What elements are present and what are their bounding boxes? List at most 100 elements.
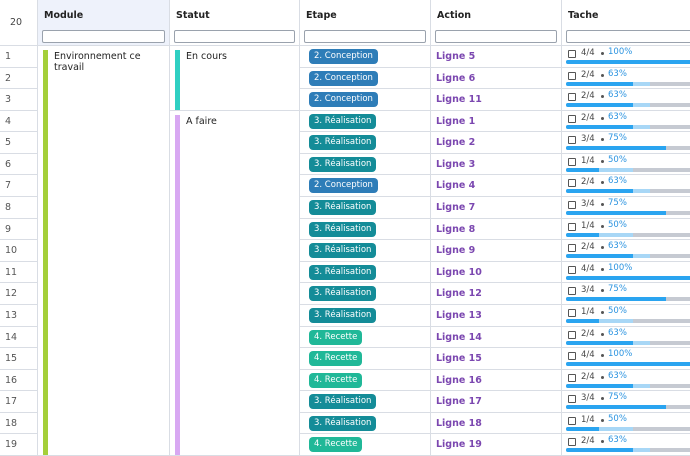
- progress-done: [566, 81, 633, 86]
- progress-track: [566, 146, 690, 151]
- progress-track: [566, 362, 690, 367]
- action-link[interactable]: Ligne 14: [436, 331, 482, 343]
- progress-done: [566, 318, 600, 323]
- etape-badge: 3. Réalisation: [309, 307, 377, 323]
- checkbox-icon: [568, 157, 576, 166]
- action-link[interactable]: Ligne 16: [436, 374, 482, 386]
- action-cell: Ligne 5: [431, 46, 562, 68]
- etape-cell: 4. Recette: [300, 348, 431, 370]
- progress-percent: 63%: [608, 90, 627, 101]
- task-count: 3/4: [581, 393, 595, 404]
- task-count: 2/4: [581, 69, 595, 80]
- progress-track: [566, 167, 690, 172]
- etape-cell: 3. Réalisation: [300, 153, 431, 176]
- separator-dot: [601, 95, 604, 99]
- tache-cell: 2/4 63%: [562, 175, 690, 198]
- action-cell: Ligne 12: [431, 283, 562, 305]
- column-filter[interactable]: [435, 30, 557, 43]
- task-count: 1/4: [581, 155, 595, 166]
- checkbox-icon: [568, 50, 576, 58]
- action-link[interactable]: Ligne 19: [436, 439, 482, 451]
- progress-fill: [566, 167, 633, 172]
- statut-label: A faire: [186, 115, 217, 127]
- progress-percent: 50%: [608, 305, 627, 316]
- action-link[interactable]: Ligne 8: [436, 223, 476, 235]
- progress-fill: [566, 318, 633, 323]
- statut-cell: A faire: [170, 110, 300, 456]
- progress-track: [566, 124, 690, 129]
- etape-badge: 3. Réalisation: [309, 221, 377, 237]
- task-count: 1/4: [581, 306, 595, 317]
- action-cell: Ligne 10: [431, 261, 562, 284]
- etape-badge: 3. Réalisation: [309, 286, 377, 302]
- action-link[interactable]: Ligne 1: [436, 115, 476, 127]
- progress-done: [566, 211, 666, 216]
- progress-done: [566, 232, 600, 237]
- checkbox-icon: [568, 114, 576, 123]
- row-number: 4: [0, 110, 38, 133]
- statut-color-bar: [175, 114, 180, 455]
- etape-badge: 3. Réalisation: [309, 135, 377, 151]
- progress-track: [566, 254, 690, 259]
- separator-dot: [601, 52, 604, 55]
- column-filter[interactable]: [566, 30, 690, 43]
- task-count: 3/4: [581, 134, 595, 145]
- column-title: Module: [44, 10, 84, 21]
- column-header: Tache: [562, 0, 690, 46]
- etape-badge: 4. Recette: [309, 372, 363, 388]
- action-link[interactable]: Ligne 17: [436, 396, 482, 408]
- progress-percent: 63%: [608, 241, 627, 252]
- progress-fill: [566, 232, 633, 237]
- action-link[interactable]: Ligne 11: [436, 94, 482, 106]
- row-number: 19: [0, 434, 38, 456]
- action-link[interactable]: Ligne 9: [436, 245, 476, 257]
- tache-cell: 2/4 63%: [562, 89, 690, 111]
- row-number: 5: [0, 132, 38, 154]
- action-link[interactable]: Ligne 10: [436, 266, 482, 278]
- action-link[interactable]: Ligne 2: [436, 137, 476, 149]
- tache-cell: 3/4 75%: [562, 283, 690, 305]
- column-title: Statut: [176, 10, 210, 21]
- etape-cell: 2. Conception: [300, 175, 431, 198]
- checkbox-icon: [568, 244, 576, 253]
- action-link[interactable]: Ligne 7: [436, 202, 476, 214]
- action-cell: Ligne 7: [431, 197, 562, 219]
- progress-done: [566, 275, 690, 280]
- tache-cell: 2/4 63%: [562, 370, 690, 392]
- separator-dot: [601, 224, 604, 228]
- action-link[interactable]: Ligne 6: [436, 72, 476, 84]
- action-link[interactable]: Ligne 5: [436, 51, 476, 62]
- action-link[interactable]: Ligne 4: [436, 180, 476, 192]
- task-count: 4/4: [581, 48, 595, 58]
- etape-cell: 3. Réalisation: [300, 304, 431, 327]
- column-title: Action: [437, 10, 472, 21]
- column-filter[interactable]: [304, 30, 426, 43]
- action-link[interactable]: Ligne 3: [436, 158, 476, 170]
- separator-dot: [601, 159, 604, 163]
- action-link[interactable]: Ligne 18: [436, 417, 482, 429]
- action-cell: Ligne 4: [431, 175, 562, 198]
- task-count: 4/4: [581, 350, 595, 361]
- action-link[interactable]: Ligne 13: [436, 309, 482, 321]
- progress-track: [566, 275, 690, 280]
- progress-done: [566, 254, 633, 259]
- column-header: Etape: [300, 0, 431, 46]
- checkbox-icon: [568, 416, 576, 425]
- column-header: Module: [38, 0, 170, 46]
- separator-dot: [601, 310, 604, 314]
- column-title: Tache: [568, 10, 599, 21]
- column-filter[interactable]: [174, 30, 295, 43]
- progress-track: [566, 232, 690, 237]
- column-header: Action: [431, 0, 562, 46]
- separator-dot: [601, 354, 604, 358]
- task-count: 3/4: [581, 285, 595, 296]
- column-filter[interactable]: [42, 30, 165, 43]
- module-label: Environnement ce travail: [54, 51, 141, 73]
- module-cell: Environnement ce travail: [38, 46, 170, 456]
- etape-badge: 4. Recette: [309, 351, 363, 367]
- etape-cell: 4. Recette: [300, 326, 431, 349]
- action-link[interactable]: Ligne 15: [436, 353, 482, 365]
- etape-badge: 3. Réalisation: [309, 113, 377, 129]
- progress-fill: [566, 426, 633, 431]
- action-link[interactable]: Ligne 12: [436, 288, 482, 300]
